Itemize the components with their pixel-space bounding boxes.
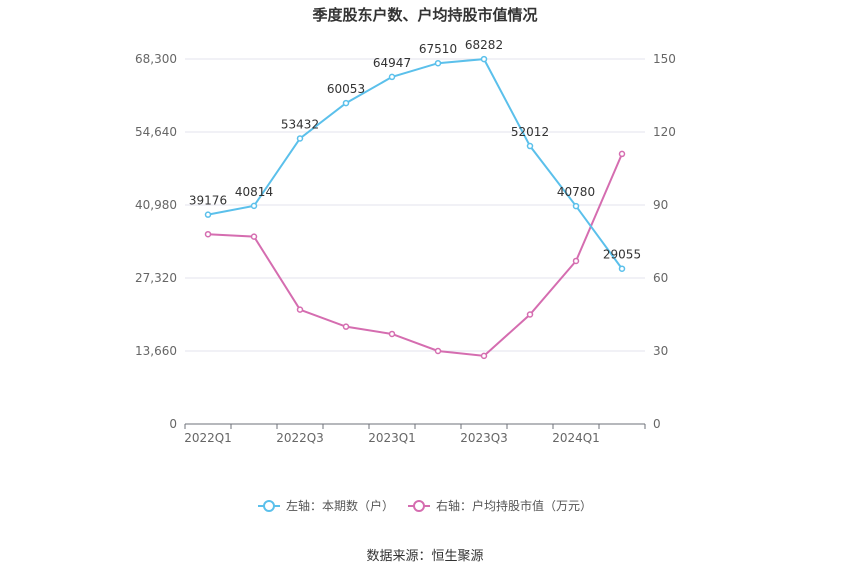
right-tick-label: 60: [653, 271, 668, 285]
x-tick-label: 2022Q1: [184, 431, 232, 445]
holders-point: [618, 265, 626, 272]
market-value-point: [388, 330, 396, 338]
legend-label: 左轴：本期数（户）: [286, 498, 394, 513]
x-tick-label: 2023Q3: [460, 431, 508, 445]
left-tick-label: 40,980: [135, 198, 177, 212]
market-value-point: [618, 150, 626, 158]
holders-data-label: 40814: [235, 185, 273, 199]
market-value-point: [250, 233, 258, 240]
series-line-holders: [207, 58, 623, 270]
market-value-point: [296, 306, 304, 313]
holders-point: [480, 55, 488, 63]
holders-data-label: 53432: [281, 117, 319, 131]
legend-label: 右轴：户均持股市值（万元）: [436, 498, 592, 513]
right-tick-label: 150: [653, 52, 676, 66]
legend: 左轴：本期数（户） 右轴：户均持股市值（万元）: [258, 498, 592, 513]
market-value-point: [526, 311, 534, 318]
holders-data-label: 67510: [419, 42, 457, 56]
right-tick-label: 120: [653, 125, 676, 139]
holders-point: [388, 73, 396, 81]
data-source: 数据来源：恒生聚源: [366, 549, 483, 564]
holders-data-label: 39176: [189, 194, 227, 208]
holders-point: [342, 99, 350, 107]
holders-data-label: 68282: [465, 38, 503, 52]
right-axis: 0 30 60 90 120 150: [653, 52, 676, 431]
holders-point: [572, 202, 580, 210]
market-value-point: [480, 352, 488, 360]
series-line-market-value: [207, 153, 623, 357]
holders-point: [296, 135, 304, 142]
x-tick-label: 2023Q1: [368, 431, 416, 445]
legend-swatch-marker: [413, 500, 425, 512]
market-value-point: [434, 347, 442, 355]
left-tick-label: 68,300: [135, 52, 177, 66]
x-axis: 2022Q1 2022Q3 2023Q1 2023Q3 2024Q1: [184, 423, 646, 445]
market-value-point: [204, 230, 212, 238]
left-tick-label: 27,320: [135, 271, 177, 285]
holders-data-label: 60053: [327, 82, 365, 96]
x-tick-label: 2024Q1: [552, 431, 600, 445]
grid: [185, 58, 645, 352]
legend-swatch-marker: [263, 500, 275, 512]
x-tick-label: 2022Q3: [276, 431, 324, 445]
right-tick-label: 0: [653, 417, 661, 431]
holders-point: [526, 142, 534, 150]
holders-data-label: 52012: [511, 125, 549, 139]
chart-title: 季度股东户数、户均持股市值情况: [312, 6, 537, 24]
right-tick-label: 30: [653, 344, 668, 358]
market-value-point: [342, 323, 350, 330]
holders-data-label: 64947: [373, 56, 411, 70]
right-tick-label: 90: [653, 198, 668, 212]
holders-point: [434, 59, 442, 67]
left-axis: 0 13,660 27,320 40,980 54,640 68,300: [135, 52, 177, 431]
holders-data-label: 40780: [557, 185, 595, 199]
left-tick-label: 54,640: [135, 125, 177, 139]
market-value-point: [572, 257, 580, 265]
left-tick-label: 0: [169, 417, 177, 431]
holders-point: [250, 202, 258, 210]
series-layer: 39176 40814 53432 60053 64947 67510 68282 52012…: [189, 38, 641, 360]
left-tick-label: 13,660: [135, 344, 177, 358]
holders-point: [204, 211, 212, 218]
holders-data-label: 29055: [603, 248, 641, 262]
